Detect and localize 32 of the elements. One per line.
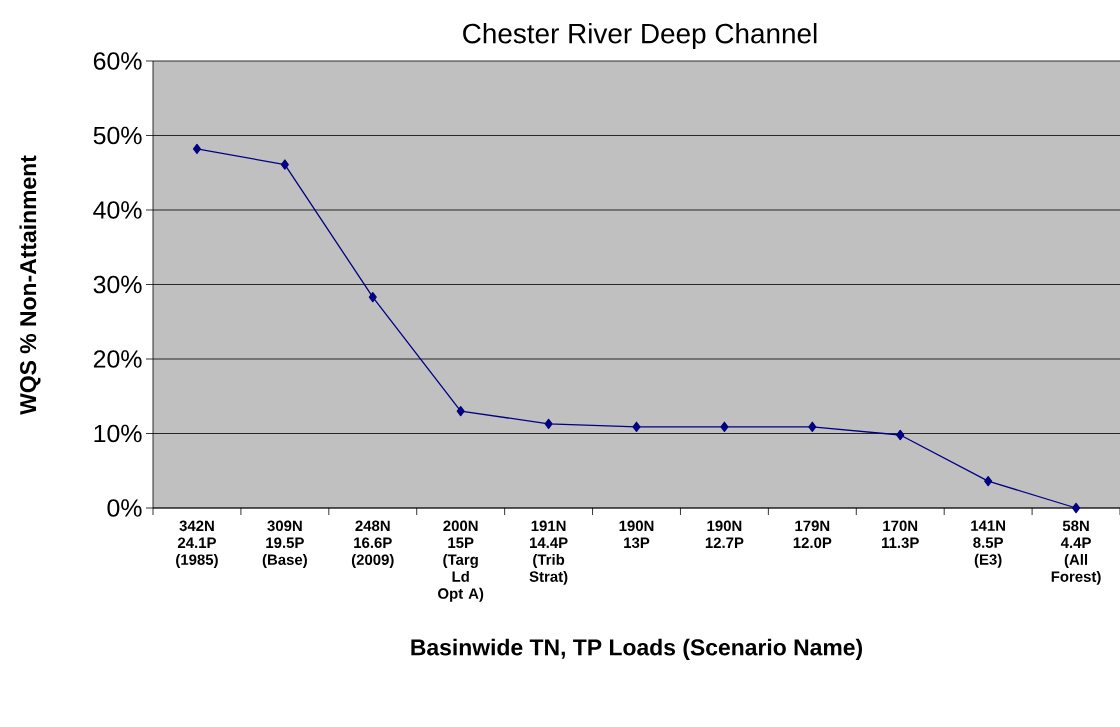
point [280,159,289,170]
point [720,421,729,432]
point [368,292,377,303]
x-tick-label: 190N 13P [619,520,654,549]
point [632,421,641,432]
point [544,418,553,429]
x-tick-label: 170N 11.3P [882,520,919,549]
x-tick-label: 58N 4.4P (All Forest) [1051,520,1101,585]
point [192,143,201,155]
x-tick-label: 200N 15P (Targ Ld Opt A) [438,520,484,602]
x-tick-label: 141N 8.5P (E3) [971,520,1005,568]
point [808,421,817,432]
y-axis-title: WQS % Non-Attainment [19,155,41,415]
y-tick-label: 40% [93,201,142,219]
x-axis-title: Basinwide TN, TP Loads (Scenario Name) [411,638,862,660]
y-tick-label: 0% [107,499,142,517]
y-tick-label: 10% [94,424,142,443]
x-tick-label: 190N 12.7P [705,520,744,548]
x-tick-label: 179N 12.0P [793,520,832,549]
y-tick-label: 50% [93,126,142,145]
x-tick-label: 191N 14.4P (Trib Strat) [529,520,568,585]
point [1072,502,1081,514]
y-tick-label: 20% [93,350,142,368]
point [456,406,465,417]
point [984,476,993,487]
y-tick-label: 60% [93,52,142,70]
y-tick-label: 30% [93,275,142,294]
point [896,429,905,441]
x-tick-label: 342N 24.1P (1985) [176,520,218,568]
x-tick-label: 309N 19.5P (Base) [262,520,307,568]
chart-title: Chester River Deep Channel [463,23,817,49]
x-tick-label: 248N 16.6P (2009) [351,520,394,568]
